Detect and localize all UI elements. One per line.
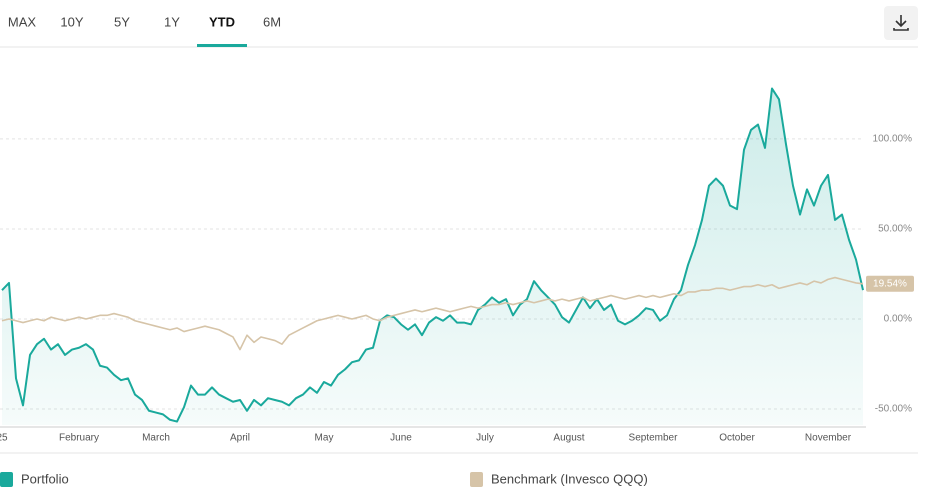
x-tick-label: February <box>59 433 99 444</box>
tab[interactable]: 6M <box>263 14 281 29</box>
tab[interactable]: YTD <box>209 14 235 29</box>
download-icon <box>893 15 909 31</box>
line <box>1 276 864 351</box>
y-tick-label: 0.00% <box>884 314 912 325</box>
x-tick-label: November <box>805 433 852 444</box>
line <box>1 87 864 423</box>
x-tick-label: May <box>315 433 334 444</box>
end-label-box <box>866 275 914 292</box>
x-tick-label: September <box>629 433 679 444</box>
area <box>2 88 863 426</box>
legend-label: Portfolio <box>21 471 69 486</box>
tab[interactable]: 1Y <box>164 14 180 29</box>
y-tick-label: 50.00% <box>878 224 912 235</box>
legend-swatch <box>470 472 483 487</box>
x-tick-label: October <box>719 433 755 444</box>
tab[interactable]: 5Y <box>114 14 130 29</box>
y-tick-label: 100.00% <box>873 134 913 145</box>
tab[interactable]: MAX <box>8 14 37 29</box>
tab[interactable]: 10Y <box>60 14 83 29</box>
x-tick-label: June <box>390 433 412 444</box>
x-tick-label: July <box>476 433 494 444</box>
x-tick-label: 25 <box>0 433 8 444</box>
y-tick-label: -50.00% <box>875 404 912 415</box>
tab-underline <box>197 44 247 47</box>
end-label: 19.54% <box>873 278 907 289</box>
x-tick-label: April <box>230 433 250 444</box>
legend-label: Benchmark (Invesco QQQ) <box>491 471 648 486</box>
x-tick-label: August <box>553 433 584 444</box>
x-tick-label: March <box>142 433 170 444</box>
legend-swatch <box>0 472 13 487</box>
